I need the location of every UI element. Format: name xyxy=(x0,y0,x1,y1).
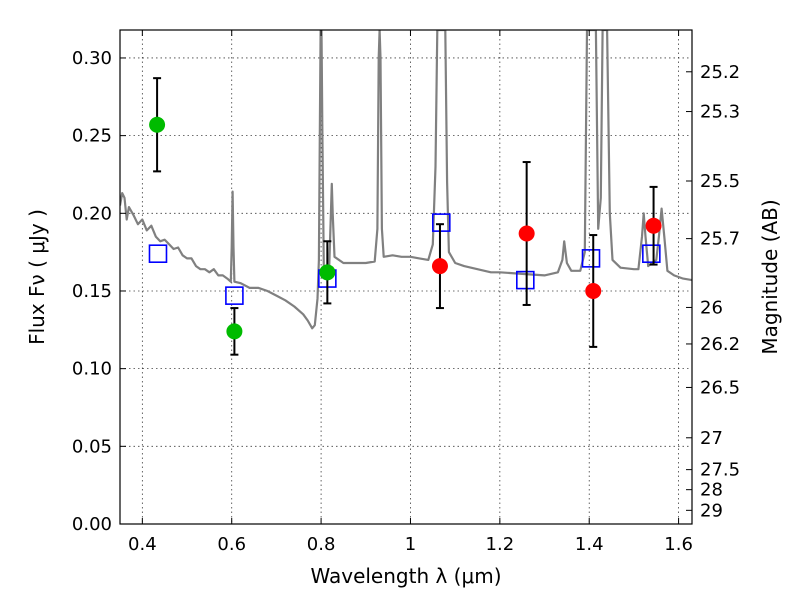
photometry-point xyxy=(226,323,243,340)
model-band-square xyxy=(432,213,451,232)
x-tick-label: 1.2 xyxy=(486,534,515,555)
x-tick-label: 0.6 xyxy=(217,534,246,555)
y2-tick-label: 27 xyxy=(700,428,723,449)
y-tick-label: 0.25 xyxy=(72,126,112,147)
y-tick-label: 0.20 xyxy=(72,203,112,224)
y2-tick-label: 29 xyxy=(700,500,723,521)
x-tick-label: 0.4 xyxy=(128,534,157,555)
model-band-square xyxy=(516,270,535,290)
model-spectrum xyxy=(120,30,692,330)
photometry-point xyxy=(319,264,336,281)
y2-tick-label: 26 xyxy=(700,297,723,318)
y-axis-label: Flux Fν ( μJy ) xyxy=(25,209,49,345)
model-band-square xyxy=(642,244,661,263)
x-tick-label: 1.4 xyxy=(575,534,604,555)
y2-tick-label: 28 xyxy=(700,480,723,501)
x-axis-label: Wavelength λ (μm) xyxy=(310,564,501,588)
plot-frame xyxy=(119,29,693,525)
y2-tick-label: 26.5 xyxy=(700,377,740,398)
data-marks xyxy=(148,77,662,356)
photometry-point xyxy=(585,282,602,299)
model-band-square xyxy=(225,286,244,305)
grid xyxy=(120,30,692,525)
model-band-square xyxy=(148,244,168,263)
y2-tick-label: 25.3 xyxy=(700,102,740,123)
y2-tick-label: 25.2 xyxy=(700,62,740,83)
model-band-square xyxy=(581,249,601,268)
y-axis-left: 0.00 0.05 0.10 0.15 0.20 0.25 0.30 xyxy=(72,48,126,535)
photometry-point xyxy=(431,258,448,275)
x-axis: 0.4 0.6 0.8 1 1.2 1.4 1.6 xyxy=(128,30,693,555)
y2-tick-label: 27.5 xyxy=(700,460,740,481)
y-tick-label: 0.30 xyxy=(72,48,112,69)
y2-tick-label: 25.7 xyxy=(700,229,740,250)
spectrum-line xyxy=(120,30,692,330)
x-tick-label: 1 xyxy=(405,534,416,555)
photometry-point xyxy=(518,225,535,242)
y2-axis-label: Magnitude (AB) xyxy=(758,199,782,354)
y2-tick-label: 25.5 xyxy=(700,171,740,192)
x-tick-label: 0.8 xyxy=(307,534,336,555)
x-tick-label: 1.6 xyxy=(664,534,693,555)
y-tick-label: 0.15 xyxy=(72,281,112,302)
photometry-point xyxy=(645,217,662,234)
y-tick-label: 0.00 xyxy=(72,514,112,535)
photometry-point xyxy=(149,116,166,133)
y-tick-label: 0.05 xyxy=(72,436,112,457)
y-tick-label: 0.10 xyxy=(72,359,112,380)
y2-tick-label: 26.2 xyxy=(700,334,740,355)
